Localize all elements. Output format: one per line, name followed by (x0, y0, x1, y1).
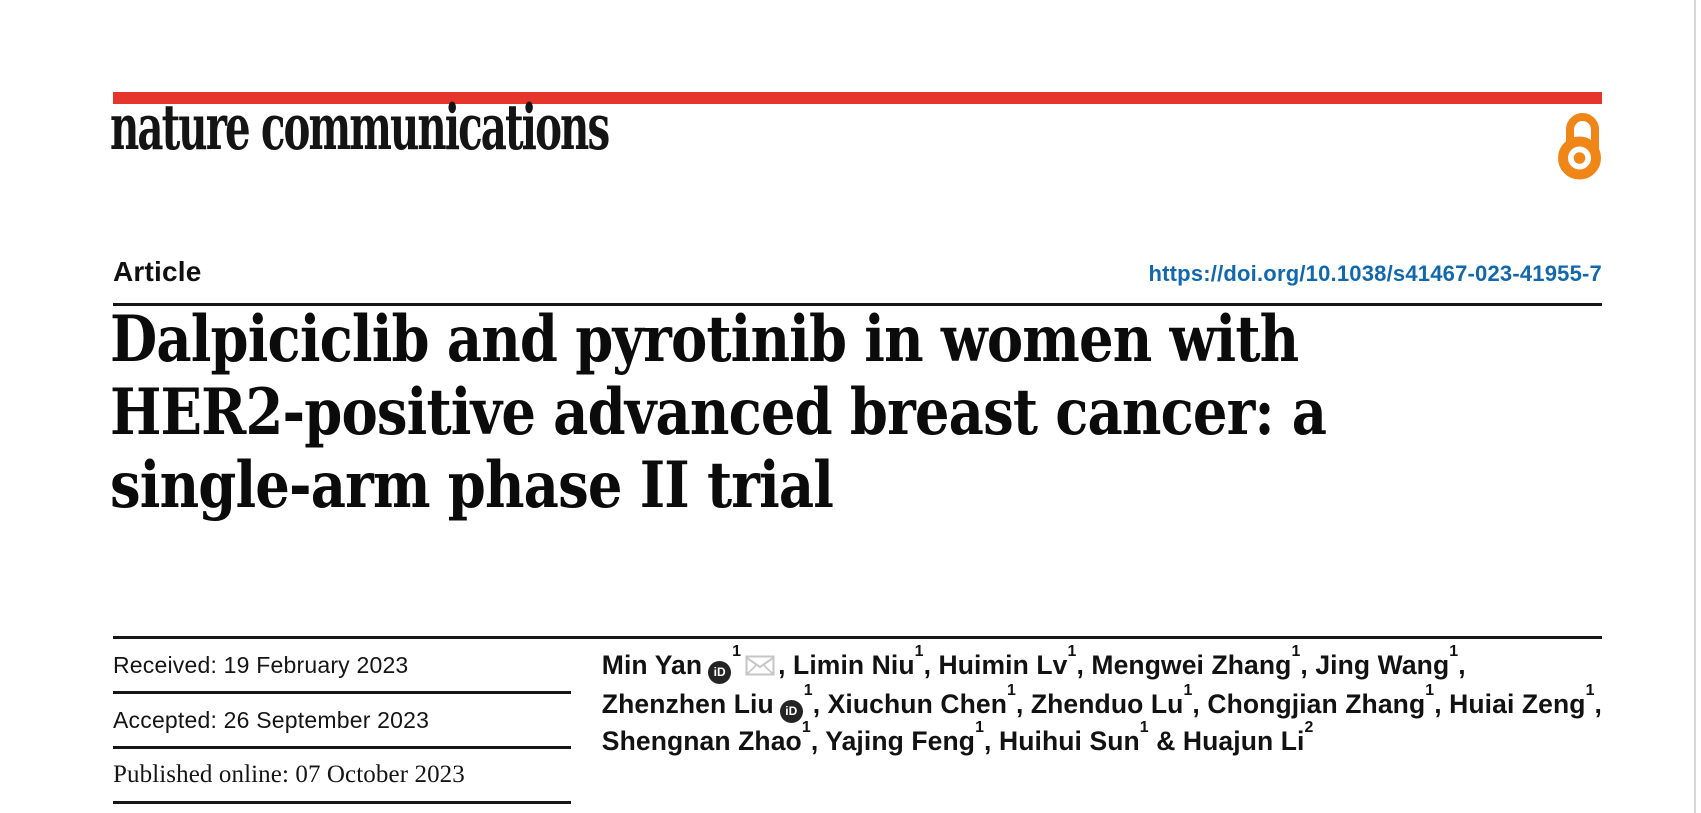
author-line-3: Shengnan Zhao1, Yajing Feng1, Huihui Sun… (601, 719, 1314, 756)
article-type-label: Article (113, 256, 202, 287)
orcid-icon[interactable]: iD (779, 700, 803, 723)
doi-link[interactable]: https://doi.org/10.1038/s41467-023-41955… (1148, 261, 1602, 286)
page-edge-divider (1694, 0, 1696, 813)
affiliation-superscript: 1 (1067, 643, 1077, 661)
accepted-date: Accepted: 26 September 2023 (113, 694, 571, 749)
article-title: Dalpiciclib and pyrotinib in women with … (110, 302, 1327, 523)
received-date: Received: 19 February 2023 (113, 639, 571, 694)
published-date: Published online: 07 October 2023 (113, 749, 571, 804)
title-line-1: Dalpiciclib and pyrotinib in women with (110, 302, 1299, 377)
affiliation-superscript: 1 (975, 719, 985, 737)
author-line-1: Min Yan iD1, Limin Niu1, Huimin Lv1, Meng… (602, 644, 1602, 686)
title-line-3: single-arm phase II trial (110, 448, 834, 523)
affiliation-superscript: 1 (1449, 643, 1459, 661)
article-header-row: Article https://doi.org/10.1038/s41467-0… (113, 256, 1602, 288)
author-line-2: Zhenzhen Liu iD1, Xiuchun Chen1, Zhenduo … (602, 683, 1602, 723)
orcid-icon[interactable]: iD (708, 661, 732, 684)
journal-logo: nature communications (110, 90, 610, 164)
affiliation-superscript: 1 (803, 682, 813, 700)
affiliation-superscript: 2 (1304, 719, 1314, 737)
affiliation-superscript: 1 (1585, 682, 1595, 700)
open-access-icon (1558, 113, 1601, 180)
affiliation-superscript: 1 (1183, 682, 1193, 700)
email-icon[interactable] (745, 649, 775, 686)
header-rule (113, 303, 1602, 306)
title-line-2: HER2-positive advanced breast cancer: a (110, 375, 1327, 450)
affiliation-superscript: 1 (1291, 643, 1301, 661)
affiliation-superscript: 1 (1139, 719, 1149, 737)
history-dates: Received: 19 February 2023 Accepted: 26 … (113, 639, 571, 804)
affiliation-superscript: 1 (914, 643, 924, 661)
meta-section: Received: 19 February 2023 Accepted: 26 … (113, 636, 1602, 804)
affiliation-superscript: 1 (1006, 682, 1016, 700)
author-list: Min Yan iD1, Limin Niu1, Huimin Lv1, Meng… (602, 639, 1602, 760)
brand-bar (113, 92, 1602, 104)
affiliation-superscript: 1 (732, 643, 742, 661)
affiliation-superscript: 1 (801, 719, 811, 737)
affiliation-superscript: 1 (1425, 682, 1435, 700)
